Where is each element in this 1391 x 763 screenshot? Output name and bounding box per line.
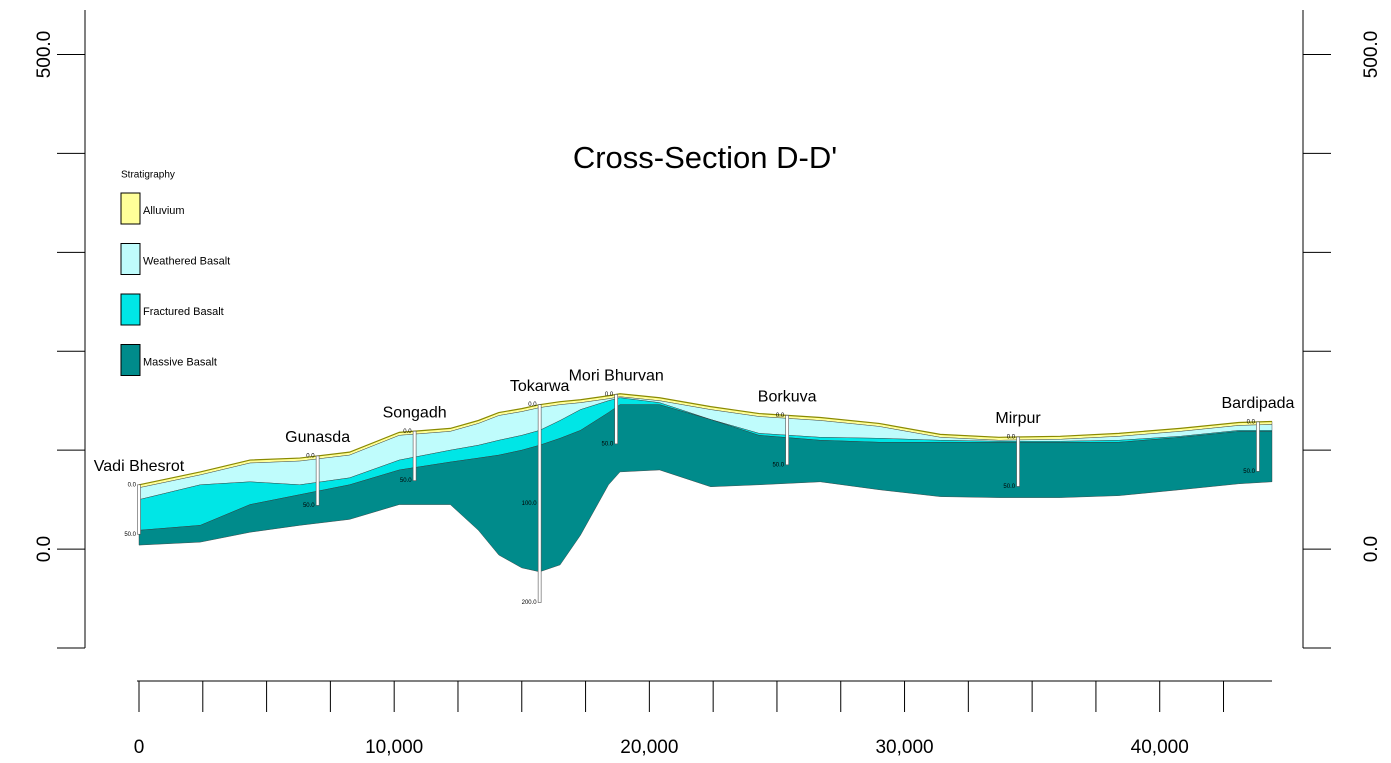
chart-title: Cross-Section D-D' bbox=[573, 140, 837, 175]
depth-label: 50.0 bbox=[400, 478, 412, 484]
x-tick-label: 0 bbox=[134, 737, 145, 758]
borehole bbox=[413, 431, 416, 480]
borehole-name: Borkuva bbox=[758, 389, 817, 406]
depth-label: 0.0 bbox=[1007, 435, 1016, 441]
legend-swatch bbox=[121, 244, 140, 275]
depth-label: 0.0 bbox=[528, 402, 537, 408]
depth-label: 0.0 bbox=[776, 413, 785, 419]
borehole-name: Mori Bhurvan bbox=[569, 368, 664, 385]
x-tick-label: 30,000 bbox=[875, 737, 933, 758]
depth-label: 50.0 bbox=[601, 441, 613, 447]
depth-label: 100.0 bbox=[522, 501, 538, 507]
borehole-name: Gunasda bbox=[285, 429, 350, 446]
depth-label: 0.0 bbox=[128, 482, 137, 488]
depth-label: 50.0 bbox=[772, 462, 784, 468]
borehole bbox=[615, 394, 618, 443]
borehole bbox=[138, 485, 141, 534]
x-tick-label: 20,000 bbox=[620, 737, 678, 758]
depth-label: 0.0 bbox=[306, 454, 315, 460]
legend-label: Alluvium bbox=[143, 205, 185, 217]
depth-label: 0.0 bbox=[1247, 419, 1256, 425]
x-tick-label: 10,000 bbox=[365, 737, 423, 758]
borehole-name: Vadi Bhesrot bbox=[94, 458, 185, 475]
borehole-name: Tokarwa bbox=[510, 378, 570, 395]
chart: Cross-Section D-D' Stratigraphy 0.0 0.0 50… bbox=[0, 0, 1391, 763]
y-tick-label: 0.0 bbox=[1361, 536, 1382, 562]
depth-label: 50.0 bbox=[124, 532, 136, 538]
legend-label: Fractured Basalt bbox=[143, 306, 224, 318]
depth-label: 0.0 bbox=[403, 429, 412, 435]
legend-label: Massive Basalt bbox=[143, 356, 217, 368]
borehole-name: Mirpur bbox=[995, 410, 1041, 427]
depth-label: 50.0 bbox=[1243, 469, 1255, 475]
legend-title: Stratigraphy bbox=[121, 170, 175, 181]
depth-label: 200.0 bbox=[522, 600, 538, 606]
borehole bbox=[316, 456, 319, 505]
y-tick-label: 0.0 bbox=[34, 536, 55, 562]
legend-swatch bbox=[121, 345, 140, 376]
legend-swatch bbox=[121, 193, 140, 224]
borehole bbox=[1256, 422, 1259, 471]
borehole bbox=[538, 405, 541, 603]
depth-label: 0.0 bbox=[605, 392, 614, 398]
legend-swatch bbox=[121, 294, 140, 325]
borehole bbox=[1017, 437, 1020, 486]
depth-label: 50.0 bbox=[1003, 484, 1015, 490]
y-tick-label: 500.0 bbox=[1361, 31, 1382, 79]
borehole-name: Bardipada bbox=[1221, 395, 1294, 412]
depth-label: 50.0 bbox=[303, 503, 315, 509]
x-tick-label: 40,000 bbox=[1131, 737, 1189, 758]
borehole-name: Songadh bbox=[383, 404, 447, 421]
legend-label: Weathered Basalt bbox=[143, 255, 230, 267]
y-tick-label: 500.0 bbox=[34, 31, 55, 79]
borehole bbox=[786, 415, 789, 464]
